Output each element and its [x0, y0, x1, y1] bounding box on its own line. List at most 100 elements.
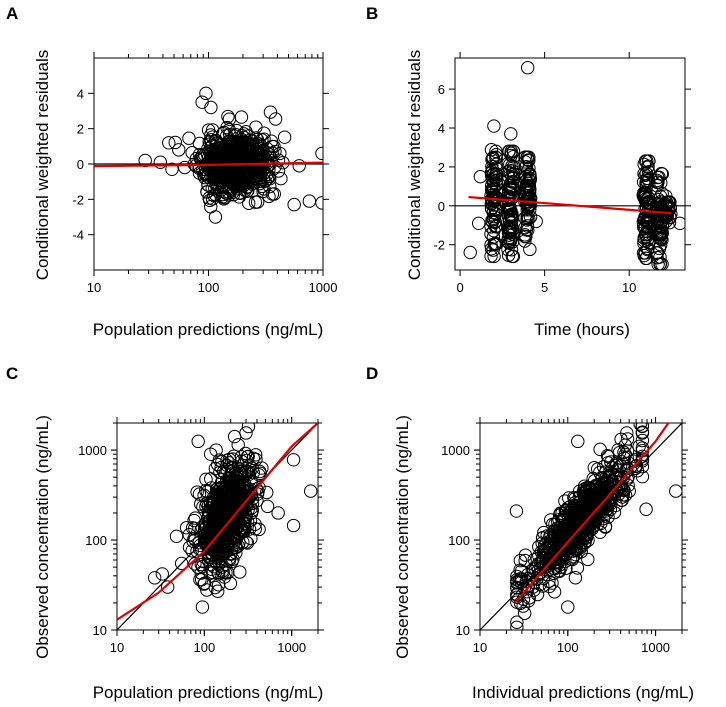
panel-c-data-point — [250, 494, 264, 508]
panel-c-data-point — [174, 556, 189, 571]
panel-d-data-point — [578, 482, 592, 496]
panel-c-data-point — [220, 505, 234, 519]
panel-a-y-tick-label: 4 — [77, 86, 84, 101]
panel-c-data-point — [248, 522, 262, 536]
panel-d-data-point — [633, 423, 647, 431]
panel-b-data-point — [471, 216, 486, 231]
panel-d-data-point — [568, 571, 583, 585]
panel-d-data-point — [510, 620, 524, 630]
panel-a-data-point — [178, 160, 192, 175]
panel-a-data-marks — [94, 86, 323, 224]
panel-d-data-point — [635, 469, 650, 484]
panel-b-data-point — [518, 220, 532, 235]
panel-d-data-point — [510, 615, 524, 629]
panel-b-y-tick-label: 0 — [438, 199, 445, 214]
panel-c-data-point — [223, 546, 238, 561]
panel-c-data-point — [188, 557, 202, 571]
panel-b-data-point — [484, 220, 498, 234]
panel-b-data-point — [636, 220, 651, 234]
panel-c: C Population predictions (ng/mL) Observe… — [6, 364, 324, 702]
panel-b-data-point — [521, 61, 535, 75]
panel-a-data-point — [138, 153, 152, 168]
panel-d-data-point — [601, 456, 615, 470]
panel-a-data-point — [168, 135, 182, 150]
panel-b-data-point — [505, 174, 520, 189]
panel-b-data-point — [519, 229, 533, 244]
panel-d-data-point — [564, 533, 578, 548]
panel-d-data-point — [541, 548, 556, 563]
panel-a-y-tick-label: 0 — [77, 157, 84, 172]
panel-c-data-point — [204, 472, 218, 486]
panel-a-data-point — [315, 146, 323, 161]
panel-c-data-point — [214, 485, 229, 499]
panel-a-data-point — [222, 112, 237, 126]
panel-a-data-point — [153, 155, 168, 169]
panel-c-data-point — [252, 480, 266, 495]
panel-d-data-point — [572, 517, 587, 532]
panel-a-data-point — [250, 195, 265, 209]
panel-b-data-point — [486, 212, 501, 227]
panel-b-data-point — [489, 161, 503, 175]
panel-b-data-point — [659, 189, 673, 203]
panel-a-data-point — [251, 145, 266, 160]
panel-a-y-axis-title: Conditional weighted residuals — [33, 50, 52, 281]
panel-d-trend-line — [514, 423, 670, 604]
panel-b-data-point — [641, 160, 655, 175]
panel-b-x-axis-title: Time (hours) — [534, 320, 630, 339]
panel-d-data-point — [534, 545, 549, 559]
panel-d-data-point — [635, 454, 650, 468]
panel-c-data-point — [206, 565, 220, 580]
panel-c-data-point — [286, 453, 301, 467]
panel-a-data-point — [292, 159, 306, 173]
panel-a-data-point — [208, 166, 223, 180]
panel-d-y-tick-label: 1000 — [441, 443, 470, 458]
panel-b-data-point — [638, 194, 653, 208]
panel-a-data-point — [203, 193, 217, 208]
panel-a-data-point — [199, 86, 213, 101]
panel-c-data-point — [160, 580, 175, 594]
panel-d-data-point — [609, 498, 623, 513]
panel-b-data-point — [503, 222, 517, 237]
panel-b-data-point — [637, 157, 651, 172]
panel-a-y-tick-label: -4 — [72, 228, 84, 243]
panel-a-data-point — [234, 140, 248, 155]
panel-d-data-point — [516, 599, 530, 613]
panel-c-x-axis-title: Population predictions (ng/mL) — [93, 683, 324, 702]
panel-d-data-point — [558, 512, 572, 526]
panel-b-data-point — [486, 243, 500, 257]
panel-b-data-point — [642, 154, 656, 168]
panel-c-data-point — [215, 505, 229, 520]
panel-d-data-point — [580, 480, 595, 495]
panel-c-data-point — [260, 485, 274, 500]
panel-c-data-point — [225, 554, 239, 569]
panel-a-data-point — [277, 130, 292, 144]
panel-a-data-point — [204, 100, 218, 115]
panel-d-letter: D — [366, 364, 378, 383]
panel-d-data-point — [669, 484, 682, 498]
panel-a-data-point — [208, 210, 223, 224]
panel-c-data-point — [244, 531, 258, 546]
panel-b-x-tick-label: 5 — [541, 280, 548, 295]
panel-d-x-axis-title: Individual predictions (ng/mL) — [472, 683, 694, 702]
panel-d-data-point — [587, 460, 601, 475]
panel-d-data-point — [509, 504, 524, 518]
panel-a-data-point — [220, 120, 234, 135]
panel-a-trend-line — [94, 161, 323, 168]
panel-d-data-point — [545, 517, 560, 531]
panel-b: B Time (hours) Conditional weighted resi… — [366, 4, 691, 339]
panel-d-data-point — [575, 501, 589, 515]
panel-b-data-point — [504, 243, 519, 257]
panel-d-data-point — [620, 426, 634, 440]
panel-c-data-point — [304, 484, 318, 498]
panel-a-data-point — [274, 171, 288, 186]
panel-b-data-point — [673, 216, 685, 231]
panel-b-data-point — [486, 151, 500, 166]
panel-c-data-point — [211, 554, 226, 569]
panel-c-x-tick-label: 100 — [194, 640, 216, 655]
panel-d-data-point — [510, 576, 524, 590]
panel-b-data-point — [652, 170, 666, 184]
panel-b-data-point — [502, 236, 517, 251]
panel-d-data-point — [558, 503, 573, 518]
panel-d-data-point — [547, 585, 562, 599]
panel-c-data-point — [233, 484, 248, 498]
